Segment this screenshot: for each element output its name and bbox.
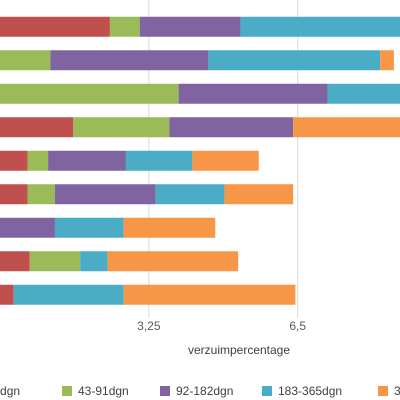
bar-row4-series1: [0, 117, 74, 138]
x-tick-label: 6,5: [289, 319, 306, 333]
bar-row7-series4: [54, 217, 124, 238]
bars: [0, 16, 400, 305]
bar-row5-series3: [48, 150, 126, 171]
bar-row6-series3: [54, 184, 156, 205]
bar-row7-series3: [0, 217, 55, 238]
x-axis-ticks: 3,256,59,75: [137, 319, 306, 333]
bar-row3-series4: [327, 83, 400, 104]
bar-row8-series5: [107, 251, 239, 272]
bar-row2-series2: [0, 50, 51, 71]
legend-label-4: 183-365dgn: [278, 384, 342, 398]
x-axis-title: verzuimpercentage: [188, 343, 290, 357]
legend-swatch-4: [262, 386, 272, 396]
bar-row6-series2: [27, 184, 55, 205]
legend-label-5: 3: [394, 384, 400, 398]
bar-row3-series3: [178, 83, 328, 104]
bar-row1-series1: [0, 16, 110, 37]
bar-row8-series1: [0, 251, 30, 272]
bar-row6-series1: [0, 184, 28, 205]
bar-row5-series1: [0, 150, 28, 171]
legend-label-2: 43-91dgn: [78, 384, 129, 398]
bar-row4-series3: [169, 117, 294, 138]
bar-row2-series3: [50, 50, 209, 71]
bar-row3-series2: [0, 83, 179, 104]
bar-row6-series4: [155, 184, 225, 205]
bar-row5-series2: [27, 150, 49, 171]
legend-label-3: 92-182dgn: [176, 384, 233, 398]
bar-row5-series5: [192, 150, 259, 171]
bar-row4-series2: [73, 117, 170, 138]
bar-row6-series5: [224, 184, 294, 205]
bar-row2-series4: [208, 50, 381, 71]
bar-row8-series2: [29, 251, 81, 272]
legend-swatch-2: [62, 386, 72, 396]
legend-swatch-5: [378, 386, 388, 396]
legend-swatch-3: [160, 386, 170, 396]
legend: 0-42dgn 43-91dgn 92-182dgn 183-365dgn 3: [0, 384, 400, 398]
bar-row9-series5: [123, 284, 296, 305]
bar-row9-series1: [0, 284, 14, 305]
bar-row2-series5: [380, 50, 394, 71]
bar-row1-series3: [139, 16, 241, 37]
bar-row4-series5: [293, 117, 400, 138]
bar-row1-series2: [109, 16, 140, 37]
bar-row8-series4: [80, 251, 108, 272]
bar-row7-series5: [123, 217, 216, 238]
bar-row5-series4: [125, 150, 193, 171]
bar-row1-series4: [240, 16, 400, 37]
legend-label-1: 0-42dgn: [0, 384, 20, 398]
x-tick-label: 3,25: [137, 319, 161, 333]
bar-row9-series4: [13, 284, 124, 305]
